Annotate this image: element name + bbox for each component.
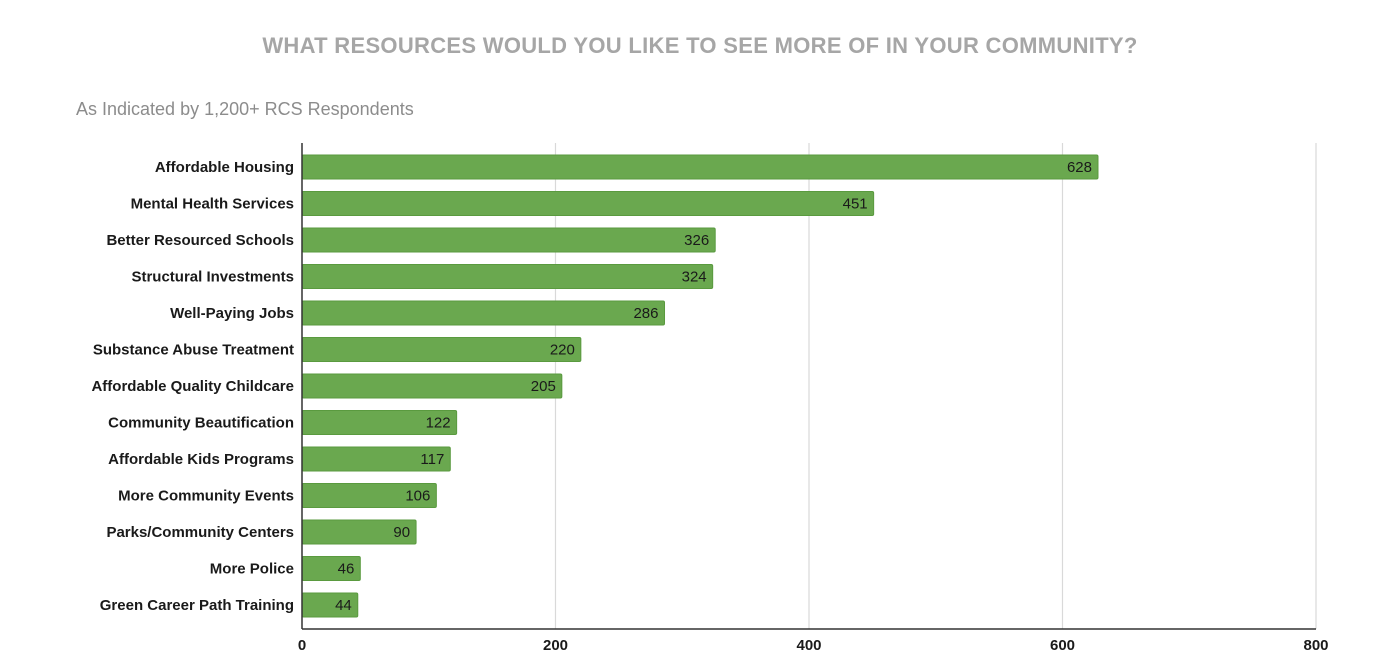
chart-title: WHAT RESOURCES WOULD YOU LIKE TO SEE MOR… [262,33,1138,58]
data-label: 205 [531,378,556,395]
x-tick-label: 600 [1050,637,1075,654]
data-label: 451 [843,196,868,213]
bars [301,154,1099,618]
bar [301,264,714,289]
data-label: 326 [684,232,709,249]
bar [301,191,875,216]
category-label: Green Career Path Training [100,597,294,614]
category-label: Affordable Quality Childcare [91,378,294,395]
axes [301,143,1316,630]
data-label: 46 [338,561,355,578]
x-tick-label: 400 [796,637,821,654]
data-label: 44 [335,597,352,614]
chart-subtitle: As Indicated by 1,200+ RCS Respondents [76,99,414,119]
category-label: Affordable Kids Programs [108,451,294,468]
category-label: Structural Investments [131,269,294,286]
data-label: 628 [1067,159,1092,176]
category-label: Well-Paying Jobs [170,305,294,322]
bar [301,373,563,399]
x-tick-label: 200 [543,637,568,654]
data-label: 122 [426,415,451,432]
data-label: 117 [420,451,444,468]
category-label: Mental Health Services [131,196,294,213]
data-label: 220 [550,342,575,359]
data-label: 324 [682,269,707,286]
bar [301,227,716,253]
data-label: 286 [633,305,658,322]
data-label: 90 [393,524,410,541]
x-tick-label: 0 [298,637,306,654]
bar [301,300,666,326]
category-label: Substance Abuse Treatment [93,342,294,359]
category-label: More Police [210,561,294,578]
x-tick-label: 800 [1303,637,1328,654]
category-label: More Community Events [118,488,294,505]
category-label: Affordable Housing [155,159,294,176]
labels: 0 200 400 600 800 Affordable Housing 628 Mental… [91,159,1328,654]
bar [301,337,582,362]
category-label: Parks/Community Centers [106,524,294,541]
category-label: Community Beautification [108,415,294,432]
bar [301,154,1099,180]
data-label: 106 [405,488,430,505]
category-label: Better Resourced Schools [106,232,294,249]
